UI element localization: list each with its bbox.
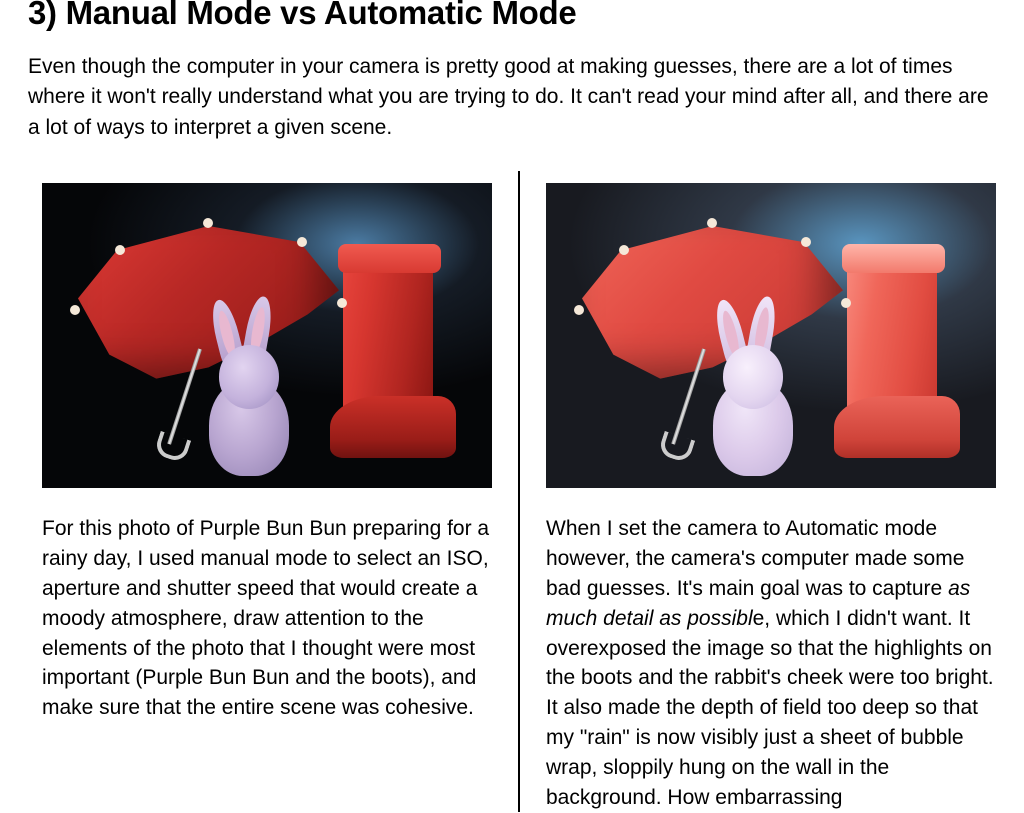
- intro-paragraph: Even though the computer in your camera …: [28, 52, 996, 143]
- rain-boot: [330, 250, 456, 457]
- manual-mode-caption: For this photo of Purple Bun Bun prepari…: [42, 514, 492, 723]
- caption-text-post: e, which I didn't want. It overexposed t…: [546, 607, 994, 809]
- automatic-mode-caption: When I set the camera to Automatic mode …: [546, 514, 996, 812]
- automatic-mode-column: When I set the camera to Automatic mode …: [520, 171, 996, 812]
- purple-bunny: [690, 299, 816, 476]
- manual-mode-photo: [42, 183, 492, 488]
- purple-bunny: [186, 299, 312, 476]
- automatic-mode-photo: [546, 183, 996, 488]
- caption-text-pre: When I set the camera to Automatic mode …: [546, 517, 964, 600]
- comparison-container: For this photo of Purple Bun Bun prepari…: [28, 171, 996, 812]
- section-heading: 3) Manual Mode vs Automatic Mode: [28, 0, 996, 32]
- rain-boot: [834, 250, 960, 457]
- manual-mode-column: For this photo of Purple Bun Bun prepari…: [28, 171, 518, 812]
